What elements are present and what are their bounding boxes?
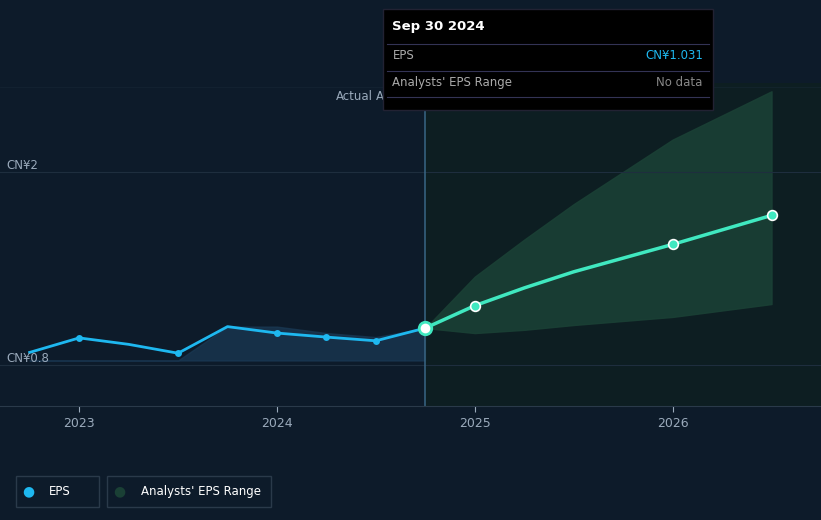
Text: Actual: Actual bbox=[336, 89, 373, 102]
Bar bbox=[425, 83, 821, 406]
Text: CN¥1.031: CN¥1.031 bbox=[645, 49, 703, 62]
Text: Analysts' EPS Range: Analysts' EPS Range bbox=[392, 76, 512, 89]
Text: CN¥2: CN¥2 bbox=[6, 159, 38, 172]
Text: Analysts' EPS Range: Analysts' EPS Range bbox=[141, 485, 261, 498]
Text: CN¥0.8: CN¥0.8 bbox=[6, 353, 48, 365]
Text: Analysts Forecasts: Analysts Forecasts bbox=[376, 89, 486, 102]
Text: EPS: EPS bbox=[49, 485, 71, 498]
Text: EPS: EPS bbox=[392, 49, 414, 62]
Text: No data: No data bbox=[657, 76, 703, 89]
Text: Sep 30 2024: Sep 30 2024 bbox=[392, 20, 485, 33]
Text: ●: ● bbox=[23, 485, 34, 498]
Text: ●: ● bbox=[113, 485, 125, 498]
